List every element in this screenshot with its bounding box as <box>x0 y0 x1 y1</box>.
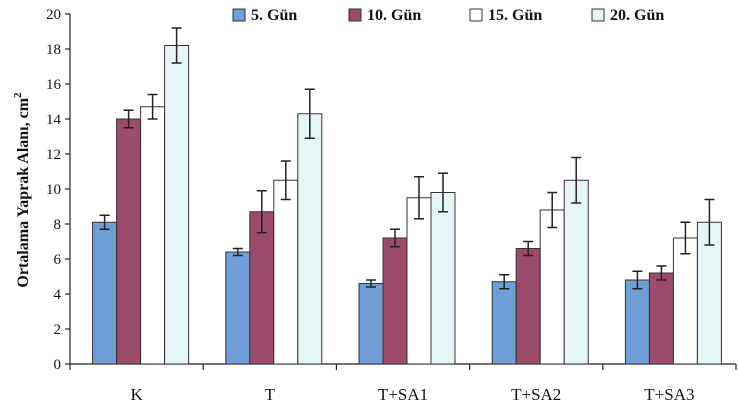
legend-swatch <box>591 8 605 22</box>
y-tick-label: 14 <box>46 112 62 128</box>
bar <box>297 113 323 365</box>
bar <box>515 248 541 365</box>
legend-entry: 10. Gün <box>367 7 421 24</box>
legend-swatch <box>469 8 483 22</box>
bar <box>672 237 698 365</box>
y-tick-label: 4 <box>54 287 62 303</box>
legend-entry: 20. Gün <box>610 7 664 24</box>
x-category-label: T+SA1 <box>378 385 428 404</box>
bar <box>563 179 589 365</box>
x-category-label: K <box>130 385 143 404</box>
x-category-label: T <box>265 385 276 404</box>
bar <box>92 221 118 365</box>
bar <box>249 211 275 365</box>
legend-entry: 5. Gün <box>251 7 297 24</box>
y-tick-label: 18 <box>46 42 61 58</box>
legend-entry: 15. Gün <box>488 7 542 24</box>
bar <box>382 237 408 365</box>
bar <box>648 272 674 365</box>
bar <box>696 221 722 365</box>
y-tick-label: 16 <box>46 77 62 93</box>
y-tick-label: 6 <box>54 252 62 268</box>
y-tick-label: 2 <box>54 322 62 338</box>
bar <box>624 279 650 365</box>
bar <box>406 197 432 365</box>
bar <box>225 251 251 365</box>
bar <box>491 281 517 365</box>
y-axis-label-text: Ortalama Yaprak Alanı, cm <box>15 97 32 287</box>
x-category-label: T+SA3 <box>644 385 694 404</box>
y-tick-label: 8 <box>54 217 62 233</box>
y-tick-label: 20 <box>46 7 61 23</box>
bar <box>539 209 565 365</box>
bar <box>164 45 190 365</box>
svg-text:Ortalama Yaprak Alanı, cm2: Ortalama Yaprak Alanı, cm2 <box>12 92 32 288</box>
bar <box>273 179 299 365</box>
legend-swatch <box>348 8 362 22</box>
bar <box>430 192 456 365</box>
bar <box>140 106 166 365</box>
y-tick-label: 12 <box>46 147 61 163</box>
bar <box>116 118 142 365</box>
x-category-label: T+SA2 <box>511 385 561 404</box>
y-axis-label-superscript: 2 <box>12 92 24 98</box>
y-tick-label: 10 <box>46 182 61 198</box>
legend-swatch <box>232 8 246 22</box>
y-axis-label: Ortalama Yaprak Alanı, cm2 <box>12 92 32 288</box>
y-tick-label: 0 <box>54 357 62 373</box>
bar <box>358 283 384 365</box>
